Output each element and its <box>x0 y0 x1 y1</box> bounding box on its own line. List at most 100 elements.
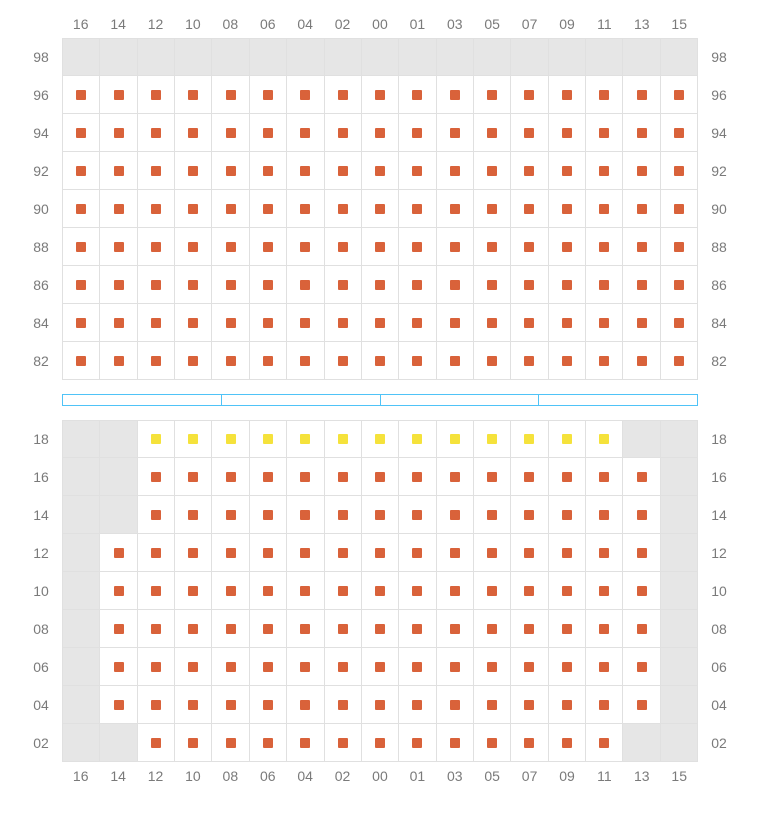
seat-cell[interactable] <box>474 76 511 114</box>
seat-cell[interactable] <box>250 572 287 610</box>
seat-cell[interactable] <box>287 342 324 380</box>
seat-cell[interactable] <box>586 686 623 724</box>
seat-cell[interactable] <box>287 228 324 266</box>
seat-cell[interactable] <box>623 572 660 610</box>
seat-cell[interactable] <box>362 342 399 380</box>
seat-cell[interactable] <box>549 534 586 572</box>
seat-cell[interactable] <box>362 686 399 724</box>
seat-cell[interactable] <box>399 610 436 648</box>
seat-cell[interactable] <box>287 724 324 762</box>
seat-cell[interactable] <box>63 228 100 266</box>
seat-cell[interactable] <box>437 342 474 380</box>
seat-cell[interactable] <box>325 534 362 572</box>
seat-cell[interactable] <box>511 114 548 152</box>
seat-cell[interactable] <box>287 572 324 610</box>
seat-cell[interactable] <box>586 304 623 342</box>
seat-cell[interactable] <box>623 686 660 724</box>
seat-cell[interactable] <box>250 610 287 648</box>
seat-cell[interactable] <box>325 496 362 534</box>
seat-cell[interactable] <box>212 572 249 610</box>
seat-cell[interactable] <box>549 610 586 648</box>
seat-cell[interactable] <box>586 534 623 572</box>
seat-cell[interactable] <box>362 266 399 304</box>
seat-cell[interactable] <box>623 228 660 266</box>
seat-cell[interactable] <box>287 496 324 534</box>
seat-cell[interactable] <box>250 152 287 190</box>
seat-cell[interactable] <box>362 420 399 458</box>
seat-cell[interactable] <box>325 152 362 190</box>
seat-cell[interactable] <box>250 266 287 304</box>
seat-cell[interactable] <box>325 228 362 266</box>
seat-cell[interactable] <box>437 686 474 724</box>
seat-cell[interactable] <box>437 534 474 572</box>
seat-cell[interactable] <box>437 496 474 534</box>
seat-cell[interactable] <box>138 114 175 152</box>
seat-cell[interactable] <box>549 496 586 534</box>
seat-cell[interactable] <box>549 458 586 496</box>
seat-cell[interactable] <box>437 304 474 342</box>
seat-cell[interactable] <box>399 420 436 458</box>
seat-cell[interactable] <box>511 190 548 228</box>
seat-cell[interactable] <box>100 76 137 114</box>
seat-cell[interactable] <box>437 610 474 648</box>
seat-cell[interactable] <box>100 114 137 152</box>
seat-cell[interactable] <box>362 304 399 342</box>
seat-cell[interactable] <box>325 76 362 114</box>
seat-cell[interactable] <box>474 496 511 534</box>
seat-cell[interactable] <box>362 496 399 534</box>
seat-cell[interactable] <box>287 686 324 724</box>
seat-cell[interactable] <box>362 458 399 496</box>
seat-cell[interactable] <box>250 458 287 496</box>
seat-cell[interactable] <box>661 342 698 380</box>
seat-cell[interactable] <box>325 420 362 458</box>
seat-cell[interactable] <box>325 610 362 648</box>
seat-cell[interactable] <box>474 114 511 152</box>
seat-cell[interactable] <box>175 342 212 380</box>
seat-cell[interactable] <box>212 458 249 496</box>
seat-cell[interactable] <box>623 534 660 572</box>
seat-cell[interactable] <box>474 686 511 724</box>
seat-cell[interactable] <box>586 190 623 228</box>
seat-cell[interactable] <box>661 304 698 342</box>
seat-cell[interactable] <box>325 572 362 610</box>
seat-cell[interactable] <box>63 76 100 114</box>
seat-cell[interactable] <box>212 420 249 458</box>
seat-cell[interactable] <box>399 152 436 190</box>
seat-cell[interactable] <box>661 76 698 114</box>
seat-cell[interactable] <box>362 114 399 152</box>
seat-cell[interactable] <box>437 76 474 114</box>
seat-cell[interactable] <box>511 228 548 266</box>
seat-cell[interactable] <box>661 114 698 152</box>
seat-cell[interactable] <box>175 724 212 762</box>
seat-cell[interactable] <box>362 572 399 610</box>
seat-cell[interactable] <box>63 114 100 152</box>
seat-cell[interactable] <box>212 342 249 380</box>
seat-cell[interactable] <box>212 534 249 572</box>
seat-cell[interactable] <box>399 190 436 228</box>
seat-cell[interactable] <box>549 686 586 724</box>
seat-cell[interactable] <box>100 610 137 648</box>
seat-cell[interactable] <box>362 648 399 686</box>
seat-cell[interactable] <box>511 76 548 114</box>
seat-cell[interactable] <box>325 342 362 380</box>
seat-cell[interactable] <box>586 228 623 266</box>
seat-cell[interactable] <box>63 266 100 304</box>
seat-cell[interactable] <box>138 342 175 380</box>
seat-cell[interactable] <box>287 114 324 152</box>
seat-cell[interactable] <box>549 228 586 266</box>
seat-cell[interactable] <box>138 304 175 342</box>
seat-cell[interactable] <box>399 114 436 152</box>
seat-cell[interactable] <box>549 190 586 228</box>
seat-cell[interactable] <box>138 724 175 762</box>
seat-cell[interactable] <box>100 534 137 572</box>
seat-cell[interactable] <box>250 304 287 342</box>
seat-cell[interactable] <box>549 304 586 342</box>
seat-cell[interactable] <box>586 572 623 610</box>
seat-cell[interactable] <box>250 686 287 724</box>
seat-cell[interactable] <box>138 610 175 648</box>
seat-cell[interactable] <box>623 114 660 152</box>
seat-cell[interactable] <box>138 534 175 572</box>
seat-cell[interactable] <box>250 342 287 380</box>
seat-cell[interactable] <box>100 648 137 686</box>
seat-cell[interactable] <box>437 228 474 266</box>
